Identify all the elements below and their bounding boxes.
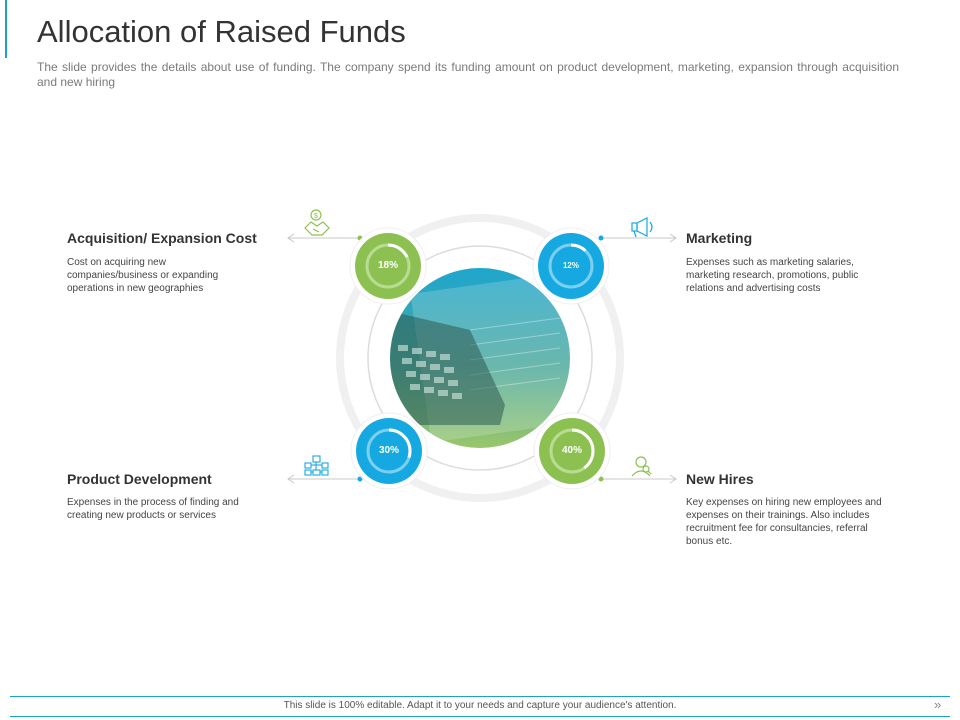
title-accent-bar [5, 0, 7, 58]
acquisition-text: Cost on acquiring new companies/business… [67, 257, 219, 294]
donut-product [350, 412, 428, 490]
handshake-dollar-icon: $ [304, 209, 330, 236]
page-title: Allocation of Raised Funds [37, 14, 406, 49]
connectors [287, 233, 677, 484]
footer-divider-top [10, 696, 950, 697]
marketing-title: Marketing [686, 230, 753, 246]
footer-divider-bottom [10, 716, 950, 717]
connector-dot-marketing [598, 235, 604, 241]
donut-label-marketing: 12% [562, 261, 579, 270]
svg-text:$: $ [314, 213, 318, 220]
hires-text: Key expenses on hiring new employees and… [686, 497, 882, 547]
donut-hires [533, 412, 611, 490]
connector-dot-product [357, 476, 363, 482]
connector-dot-hires [598, 476, 604, 482]
next-slide-arrow[interactable]: » [934, 697, 942, 712]
donut-label-acquisition: 18% [377, 260, 398, 271]
donut-label-hires: 40% [561, 445, 582, 456]
center-photo [390, 268, 570, 448]
marketing-text: Expenses such as marketing salaries, mar… [686, 257, 859, 294]
network-icon [304, 455, 329, 476]
outer-ring [336, 214, 624, 502]
hires-title: New Hires [686, 471, 754, 487]
donut-acquisition [349, 227, 427, 305]
user-search-icon [631, 456, 652, 477]
acquisition-title: Acquisition/ Expansion Cost [67, 230, 257, 246]
product-title: Product Development [67, 471, 212, 487]
page-subtitle: The slide provides the details about use… [37, 60, 899, 89]
inner-ring [367, 245, 593, 471]
footer-note: This slide is 100% editable. Adapt it to… [283, 700, 677, 711]
product-text: Expenses in the process of finding and c… [67, 497, 239, 521]
megaphone-icon [631, 217, 653, 238]
donut-label-product: 30% [378, 445, 399, 456]
donut-marketing [532, 227, 610, 305]
